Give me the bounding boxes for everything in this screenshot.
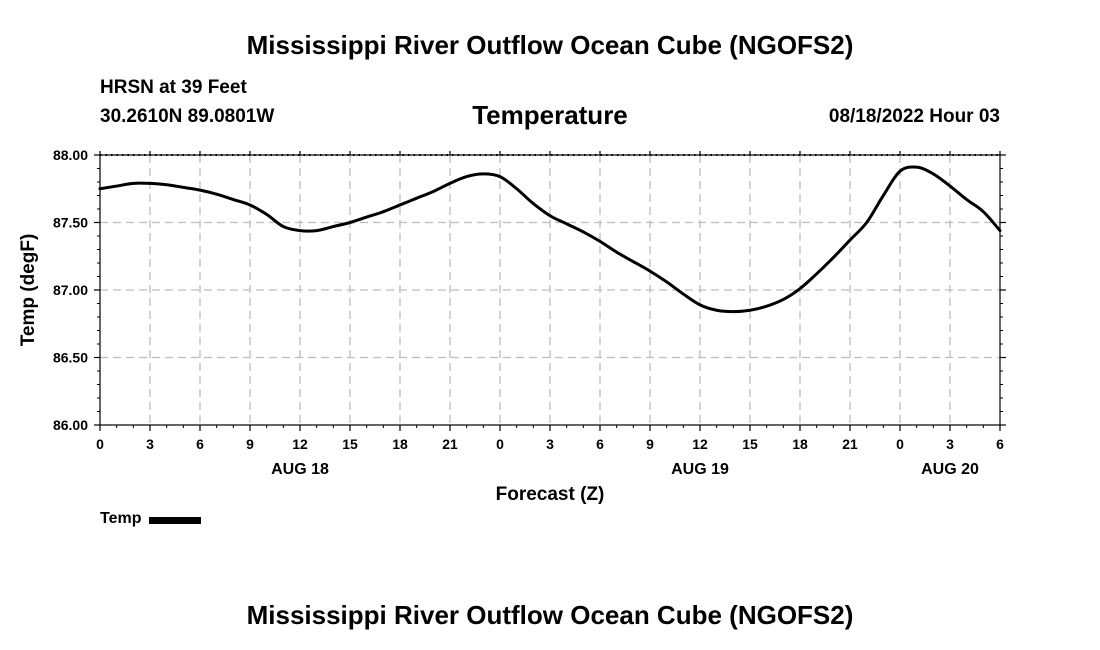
x-tick-label: 15: [342, 436, 358, 452]
y-axis-tick-labels: 86.00 86.50 87.00 87.50 88.00: [53, 147, 88, 433]
x-tick-label: 3: [546, 436, 554, 452]
chart-title-text: Temperature: [472, 100, 628, 130]
x-tick-label: 18: [392, 436, 408, 452]
y-tick-label: 87.50: [53, 215, 88, 231]
x-tick-label: 9: [246, 436, 254, 452]
y-tick-label: 88.00: [53, 147, 88, 163]
x-axis-label: Forecast (Z): [496, 484, 605, 505]
y-tick-label: 86.50: [53, 350, 88, 366]
date-label: AUG 18: [271, 461, 329, 478]
date-label: AUG 20: [921, 461, 979, 478]
x-tick-label: 9: [646, 436, 654, 452]
x-tick-label: 6: [996, 436, 1004, 452]
station-label: HRSN at 39 Feet: [100, 77, 247, 98]
grid: [100, 155, 1000, 425]
x-tick-label: 0: [496, 436, 504, 452]
x-tick-label: 0: [96, 436, 104, 452]
x-tick-label: 21: [442, 436, 458, 452]
x-tick-label: 6: [196, 436, 204, 452]
legend: Temp: [100, 510, 202, 528]
x-tick-label: 18: [792, 436, 808, 452]
y-tick-label: 87.00: [53, 282, 88, 298]
x-tick-label: 3: [946, 436, 954, 452]
y-tick-label: 86.00: [53, 417, 88, 433]
x-tick-label: 0: [896, 436, 904, 452]
y-axis-label: Temp (degF): [18, 234, 39, 347]
legend-line-swatch: [149, 516, 202, 524]
x-tick-label: 15: [742, 436, 758, 452]
page-title: Mississippi River Outflow Ocean Cube (NG…: [246, 30, 854, 60]
date-label: AUG 19: [671, 461, 729, 478]
x-tick-label: 12: [292, 436, 308, 452]
legend-label: Temp: [100, 510, 142, 527]
forecast-datetime: 08/18/2022 Hour 03: [828, 106, 1000, 127]
coordinates-label: 30.2610N 89.0801W: [100, 106, 275, 127]
x-axis-tick-labels: 0 3 6 9 12 15 18 21 0 3 6 9 12 15 18 21 0 3 6: [96, 436, 1004, 452]
chart-title: Temperature: [0, 100, 1100, 131]
x-tick-label: 21: [842, 436, 858, 452]
temp-series-line: [98, 165, 1002, 314]
x-tick-label: 12: [692, 436, 708, 452]
date-labels: AUG 18 AUG 19 AUG 20: [271, 461, 979, 478]
second-chart-title: Mississippi River Outflow Ocean Cube (NG…: [246, 600, 854, 630]
axis-ticks: [94, 151, 1006, 431]
x-tick-label: 3: [146, 436, 154, 452]
x-tick-label: 6: [596, 436, 604, 452]
